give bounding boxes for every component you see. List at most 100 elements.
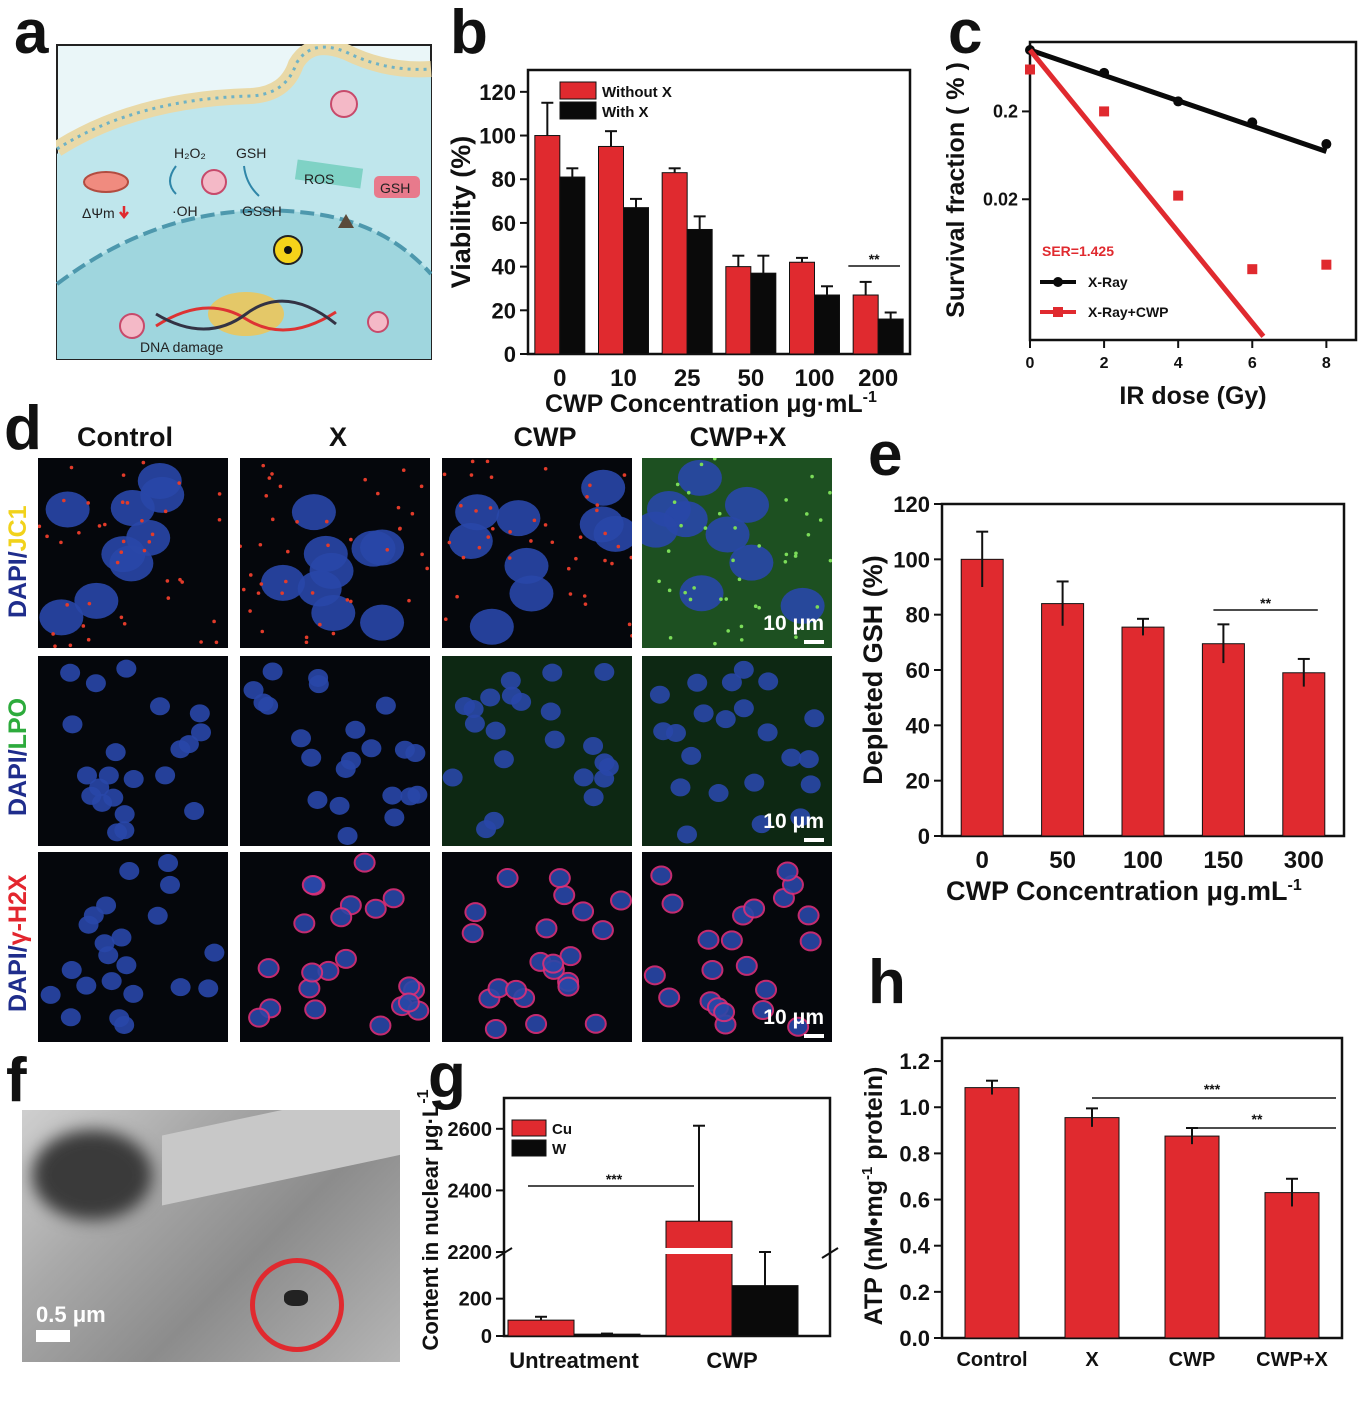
x-tick-label: 0 bbox=[553, 365, 566, 392]
x-tick-label: 50 bbox=[1049, 847, 1076, 874]
nucleus bbox=[721, 673, 742, 692]
nanoparticle-icon bbox=[330, 90, 358, 118]
schematic-label-dpsi: ΔΨm bbox=[82, 205, 115, 221]
stain-dot bbox=[719, 597, 723, 602]
stain-dot bbox=[717, 511, 722, 516]
nucleus bbox=[170, 978, 191, 997]
stain-dot bbox=[630, 633, 632, 638]
nucleus bbox=[257, 958, 280, 979]
microscopy-row-label: DAPI/LPO bbox=[4, 698, 33, 816]
stain-dot bbox=[121, 539, 126, 544]
dna-helix-icon bbox=[155, 292, 337, 336]
stain-dot bbox=[566, 566, 571, 571]
nucleus bbox=[496, 500, 541, 537]
stain-dot bbox=[122, 621, 127, 626]
panel-letter-e: e bbox=[868, 420, 903, 489]
legend-swatch bbox=[559, 81, 597, 100]
micrograph-tile bbox=[442, 458, 632, 648]
plot-frame bbox=[526, 68, 912, 356]
nucleus bbox=[308, 668, 329, 687]
nucleus bbox=[111, 928, 132, 947]
stain-dot bbox=[508, 530, 512, 534]
data-point bbox=[1025, 64, 1035, 75]
bar-without-x bbox=[598, 145, 624, 355]
nucleus bbox=[184, 802, 205, 821]
stain-dot bbox=[507, 556, 512, 560]
nucleus bbox=[119, 861, 140, 880]
nucleus bbox=[572, 901, 595, 922]
x-tick-label: 300 bbox=[1284, 847, 1324, 874]
legend-label: W bbox=[552, 1141, 567, 1158]
stain-dot bbox=[794, 551, 798, 556]
stain-dot bbox=[178, 577, 182, 582]
micrograph-cells bbox=[642, 458, 832, 648]
stain-dot bbox=[739, 638, 744, 642]
y-tick-label: 2400 bbox=[448, 1180, 493, 1202]
stain-dot bbox=[805, 512, 809, 516]
nucleus bbox=[758, 672, 779, 691]
nucleus bbox=[485, 721, 506, 740]
x-tick-label: 10 bbox=[610, 365, 637, 392]
bar-with-x bbox=[559, 176, 586, 355]
stain-dot bbox=[688, 597, 693, 602]
y-tick-label: 2200 bbox=[448, 1242, 493, 1264]
nucleus bbox=[360, 529, 405, 566]
data-point bbox=[1099, 67, 1110, 78]
stain-dot bbox=[140, 518, 144, 523]
stain-dot bbox=[326, 543, 330, 548]
data-point bbox=[1321, 259, 1332, 270]
bar-cu bbox=[665, 1220, 733, 1337]
micrograph-cells bbox=[40, 854, 225, 1034]
stain-dot bbox=[419, 484, 424, 489]
stain-dot bbox=[217, 492, 222, 496]
nucleus bbox=[720, 930, 743, 951]
stain-dot bbox=[583, 602, 588, 606]
stain-dot bbox=[543, 523, 548, 527]
stain-dot bbox=[97, 524, 102, 528]
nucleus bbox=[85, 674, 106, 693]
nucleus bbox=[781, 748, 802, 767]
legend-label: X-Ray bbox=[1088, 274, 1128, 290]
nucleus bbox=[724, 486, 769, 523]
stain-dot bbox=[489, 475, 494, 479]
row-label-prefix: DAPI/ bbox=[4, 945, 32, 1012]
stain-dot bbox=[585, 495, 589, 499]
stain-dot bbox=[622, 473, 627, 477]
panel-letter-c: c bbox=[948, 0, 983, 67]
x-tick-label: Control bbox=[956, 1349, 1027, 1371]
stain-dot bbox=[806, 532, 811, 537]
stain-dot bbox=[86, 501, 90, 505]
nucleus bbox=[542, 663, 563, 682]
y-tick-label: 20 bbox=[492, 298, 516, 323]
nucleus bbox=[757, 723, 778, 742]
bar bbox=[1164, 1135, 1220, 1339]
nucleus bbox=[105, 743, 126, 762]
nucleus bbox=[705, 516, 750, 553]
legend-swatch bbox=[511, 1139, 547, 1157]
stain-dot bbox=[603, 558, 607, 563]
x-tick-label: 50 bbox=[737, 365, 764, 392]
legend-swatch bbox=[511, 1119, 547, 1137]
plot-frame bbox=[940, 1036, 1344, 1340]
y-tick-label: 2600 bbox=[448, 1119, 493, 1141]
nucleus bbox=[291, 729, 312, 748]
nucleus bbox=[60, 663, 81, 682]
nucleus bbox=[243, 681, 264, 700]
stain-dot bbox=[828, 490, 832, 495]
stain-dot bbox=[121, 473, 126, 477]
stain-dot bbox=[828, 558, 832, 563]
nucleus bbox=[701, 960, 724, 981]
stain-dot bbox=[214, 640, 219, 645]
stain-dot bbox=[81, 624, 86, 628]
micrograph-tile bbox=[442, 852, 632, 1042]
nucleus bbox=[598, 758, 619, 777]
nucleus bbox=[557, 976, 580, 997]
x-tick-label: 0 bbox=[976, 847, 989, 874]
bar-with-x bbox=[750, 272, 777, 355]
y-tick-label: 40 bbox=[492, 255, 516, 280]
schematic-label-dna: DNA damage bbox=[140, 339, 223, 355]
panel-letter-f: f bbox=[6, 1046, 27, 1115]
micrograph-cells bbox=[442, 459, 632, 645]
nucleus bbox=[360, 604, 405, 641]
y-tick-label: 0.6 bbox=[899, 1188, 930, 1213]
